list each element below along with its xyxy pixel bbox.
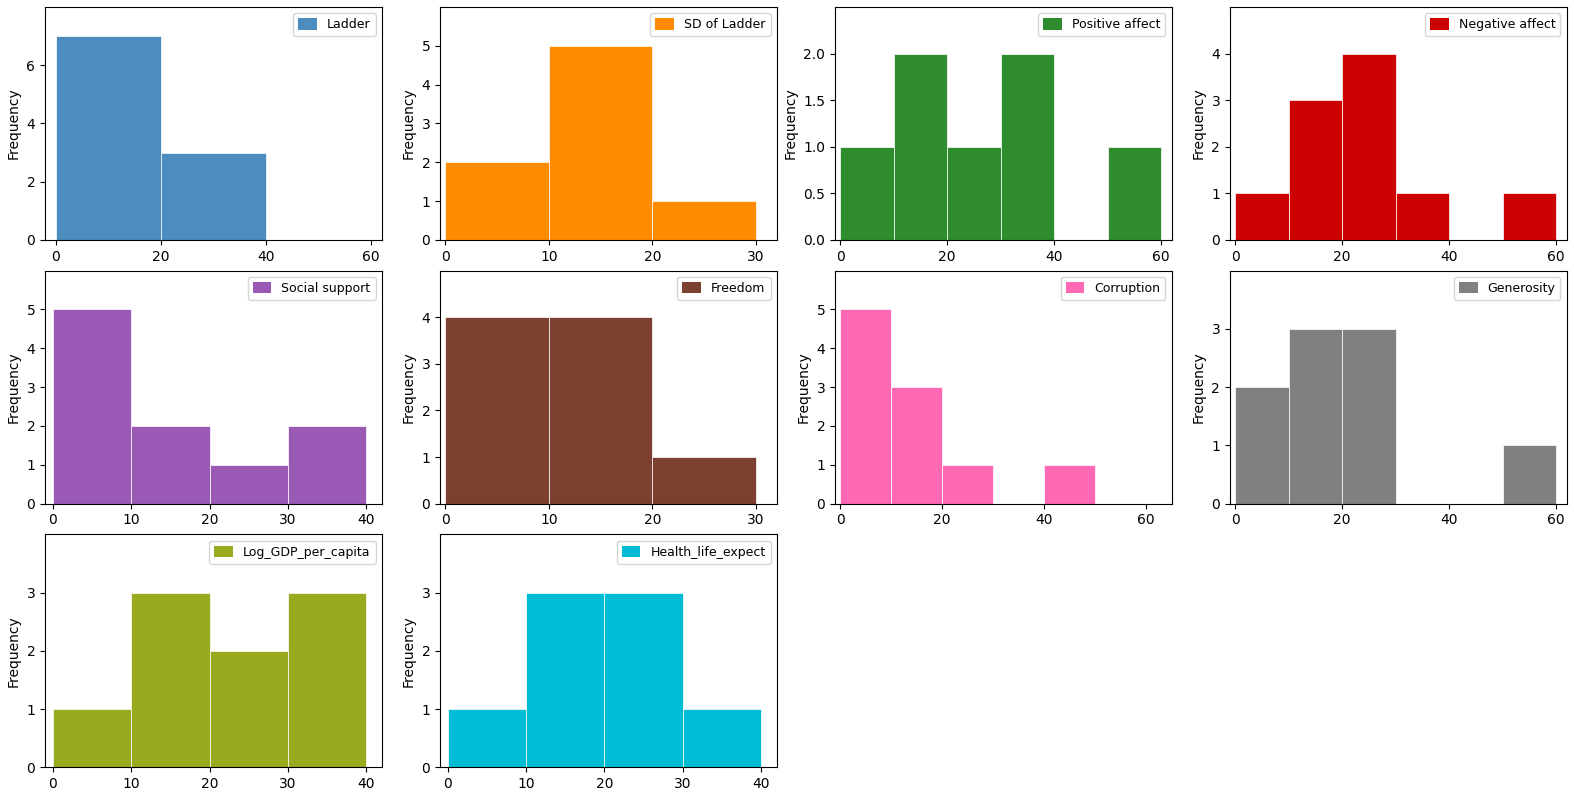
Bar — [841, 310, 891, 504]
Y-axis label: Frequency: Frequency — [796, 351, 811, 423]
Bar — [1289, 329, 1343, 504]
Bar — [131, 426, 209, 504]
Legend: Ladder: Ladder — [293, 14, 376, 36]
Legend: Social support: Social support — [247, 277, 376, 300]
Bar — [894, 53, 948, 240]
Bar — [1236, 193, 1289, 240]
Bar — [209, 651, 288, 768]
Bar — [549, 318, 653, 504]
Bar — [653, 457, 756, 504]
Y-axis label: Frequency: Frequency — [6, 615, 20, 687]
Bar — [445, 318, 549, 504]
Bar — [549, 45, 653, 240]
Bar — [209, 464, 288, 504]
Legend: Generosity: Generosity — [1454, 277, 1560, 300]
Bar — [288, 593, 367, 768]
Bar — [891, 387, 943, 504]
Y-axis label: Frequency: Frequency — [401, 88, 416, 160]
Bar — [1108, 147, 1162, 240]
Bar — [1343, 329, 1396, 504]
Bar — [653, 201, 756, 240]
Legend: SD of Ladder: SD of Ladder — [650, 14, 771, 36]
Bar — [1503, 193, 1557, 240]
Legend: Log_GDP_per_capita: Log_GDP_per_capita — [209, 540, 376, 563]
Bar — [1001, 53, 1055, 240]
Bar — [948, 147, 1001, 240]
Y-axis label: Frequency: Frequency — [6, 88, 20, 160]
Bar — [1044, 464, 1096, 504]
Bar — [131, 593, 209, 768]
Bar — [55, 36, 161, 240]
Bar — [449, 709, 526, 768]
Bar — [526, 593, 604, 768]
Bar — [1343, 53, 1396, 240]
Legend: Health_life_expect: Health_life_expect — [617, 540, 771, 563]
Y-axis label: Frequency: Frequency — [1192, 88, 1206, 160]
Bar — [54, 709, 131, 768]
Y-axis label: Frequency: Frequency — [1192, 351, 1206, 423]
Bar — [1236, 387, 1289, 504]
Bar — [288, 426, 367, 504]
Bar — [445, 162, 549, 240]
Y-axis label: Frequency: Frequency — [6, 351, 20, 423]
Bar — [604, 593, 683, 768]
Bar — [161, 152, 266, 240]
Bar — [1503, 445, 1557, 504]
Bar — [1396, 193, 1450, 240]
Legend: Positive affect: Positive affect — [1039, 14, 1165, 36]
Y-axis label: Frequency: Frequency — [401, 615, 416, 687]
Bar — [841, 147, 894, 240]
Bar — [943, 464, 993, 504]
Bar — [1289, 101, 1343, 240]
Legend: Corruption: Corruption — [1061, 277, 1165, 300]
Bar — [54, 310, 131, 504]
Y-axis label: Frequency: Frequency — [784, 88, 798, 160]
Legend: Negative affect: Negative affect — [1424, 14, 1560, 36]
Legend: Freedom: Freedom — [677, 277, 771, 300]
Bar — [683, 709, 762, 768]
Y-axis label: Frequency: Frequency — [401, 351, 416, 423]
